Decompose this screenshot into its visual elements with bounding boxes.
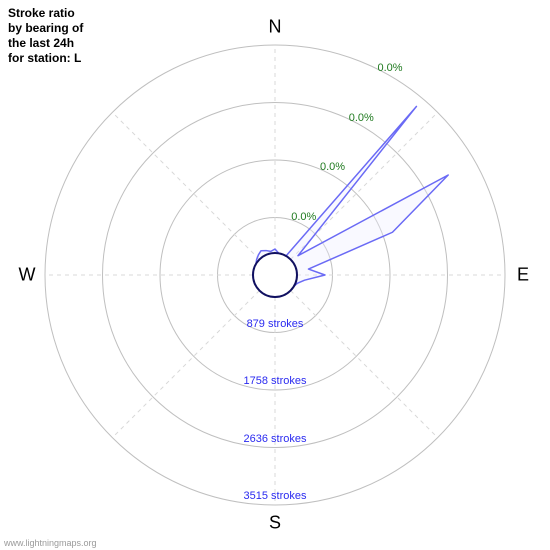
pct-label-ring-1: 0.0% — [291, 211, 316, 223]
polar-chart — [0, 0, 550, 550]
stroke-count-ring-3: 2636 strokes — [244, 433, 307, 445]
cardinal-w: W — [19, 265, 36, 286]
cardinal-s: S — [269, 513, 281, 534]
pct-label-ring-4: 0.0% — [377, 62, 402, 74]
footer-attribution: www.lightningmaps.org — [4, 538, 97, 548]
stroke-count-ring-4: 3515 strokes — [244, 490, 307, 502]
chart-title: Stroke ratio by bearing of the last 24h … — [8, 6, 83, 66]
stroke-count-ring-1: 879 strokes — [247, 318, 304, 330]
cardinal-n: N — [269, 17, 282, 38]
center-hub — [253, 253, 297, 297]
pct-label-ring-2: 0.0% — [320, 161, 345, 173]
pct-label-ring-3: 0.0% — [349, 112, 374, 124]
stroke-count-ring-2: 1758 strokes — [244, 375, 307, 387]
cardinal-e: E — [517, 265, 529, 286]
